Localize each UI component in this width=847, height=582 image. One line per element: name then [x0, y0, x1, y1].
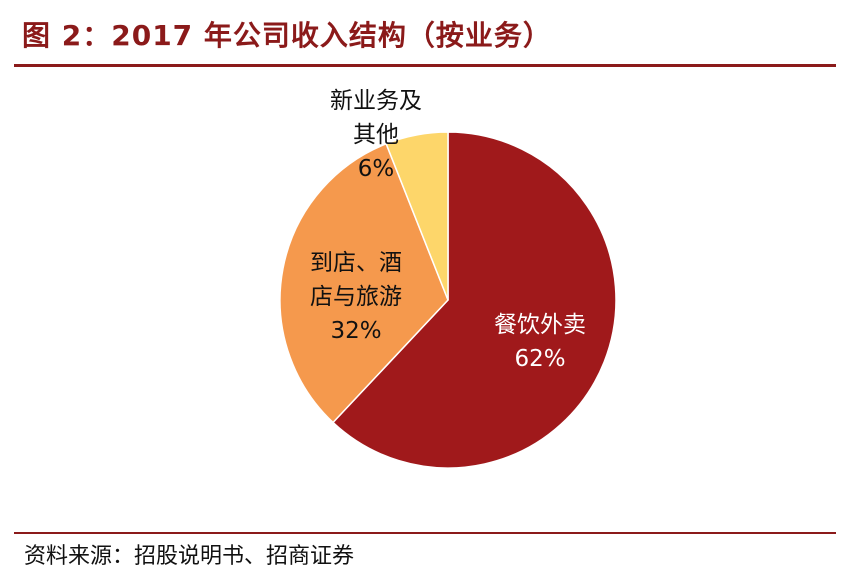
title-divider	[14, 64, 836, 67]
pie-slice-0	[331, 131, 617, 469]
slice-category-label-1: 到店、酒	[310, 250, 402, 276]
slice-category-label-0: 餐饮外卖	[494, 312, 586, 338]
slice-value-label-0: 62%	[514, 346, 565, 372]
pie-slices	[279, 131, 617, 469]
slice-category-label-2: 新业务及	[330, 88, 422, 114]
source-divider	[14, 532, 836, 534]
source-note: 资料来源：招股说明书、招商证券	[24, 544, 355, 569]
pie-slice-2	[385, 131, 449, 301]
slice-value-label-1: 32%	[330, 318, 381, 344]
slice-category-label-1: 店与旅游	[310, 284, 402, 310]
pie-slice-1	[279, 142, 449, 424]
slice-category-label-2: 其他	[353, 122, 399, 148]
chart-title: 图 2：2017 年公司收入结构（按业务）	[22, 19, 552, 52]
slice-value-label-2: 6%	[358, 156, 395, 182]
